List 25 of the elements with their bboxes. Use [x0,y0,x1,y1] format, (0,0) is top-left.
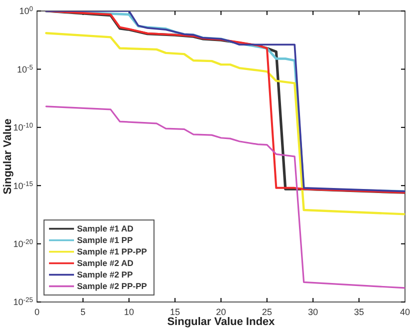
y-tick-label: 10$^{0}$ [19,6,34,16]
legend-label: Sample #2 PP-PP [77,281,148,292]
legend-label: Sample #1 PP [77,235,134,246]
line-series [45,106,405,289]
x-tick-label: 15 [170,306,180,317]
y-tick-label: 10$^{-10}$ [13,122,34,133]
x-axis-title: Singular Value Index [167,316,276,328]
x-tick-label: 25 [262,306,272,317]
x-tick-label: 0 [34,306,40,317]
y-tick-label: 10$^{-25}$ [13,296,34,308]
x-tick-label: 20 [216,306,226,317]
x-tick-label: 35 [354,306,364,317]
y-tick-label: 10$^{-5}$ [16,64,34,74]
legend-label: Sample #2 AD [77,258,134,268]
x-tick-label: 10 [124,306,134,317]
y-tick-label: 10$^{-20}$ [13,238,34,249]
y-tick-label: 10$^{-15}$ [13,180,34,191]
x-tick-label: 5 [80,306,86,317]
legend-label: Sample #2 PP [77,270,134,280]
legend-label: Sample #1 AD [77,224,134,234]
x-tick-label: 30 [308,306,318,317]
y-axis-title: Singular Value [2,118,14,194]
line-series [45,32,405,216]
x-tick-label: 40 [400,306,410,317]
legend-label: Sample #1 PP-PP [77,246,148,257]
